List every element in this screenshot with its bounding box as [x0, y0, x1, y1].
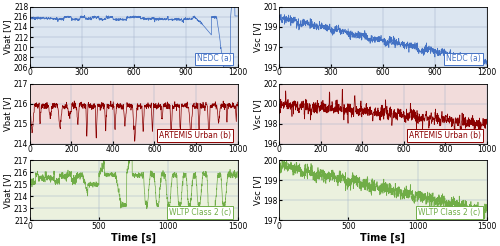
Y-axis label: Vbat [V]: Vbat [V] — [4, 96, 13, 131]
Y-axis label: Vbat [V]: Vbat [V] — [4, 173, 13, 208]
Text: NEDC (a): NEDC (a) — [196, 54, 232, 63]
Y-axis label: Vsc [V]: Vsc [V] — [253, 99, 262, 129]
Y-axis label: Vsc [V]: Vsc [V] — [253, 176, 262, 205]
Text: ARTEMIS Urban (b): ARTEMIS Urban (b) — [408, 131, 480, 140]
Text: WLTP Class 2 (c): WLTP Class 2 (c) — [418, 208, 480, 217]
Text: ARTEMIS Urban (b): ARTEMIS Urban (b) — [160, 131, 232, 140]
Text: WLTP Class 2 (c): WLTP Class 2 (c) — [169, 208, 232, 217]
Y-axis label: Vsc [V]: Vsc [V] — [253, 22, 262, 52]
Text: NEDC (a): NEDC (a) — [446, 54, 480, 63]
X-axis label: Time [s]: Time [s] — [360, 232, 406, 243]
X-axis label: Time [s]: Time [s] — [111, 232, 156, 243]
Y-axis label: Vbat [V]: Vbat [V] — [4, 20, 13, 54]
